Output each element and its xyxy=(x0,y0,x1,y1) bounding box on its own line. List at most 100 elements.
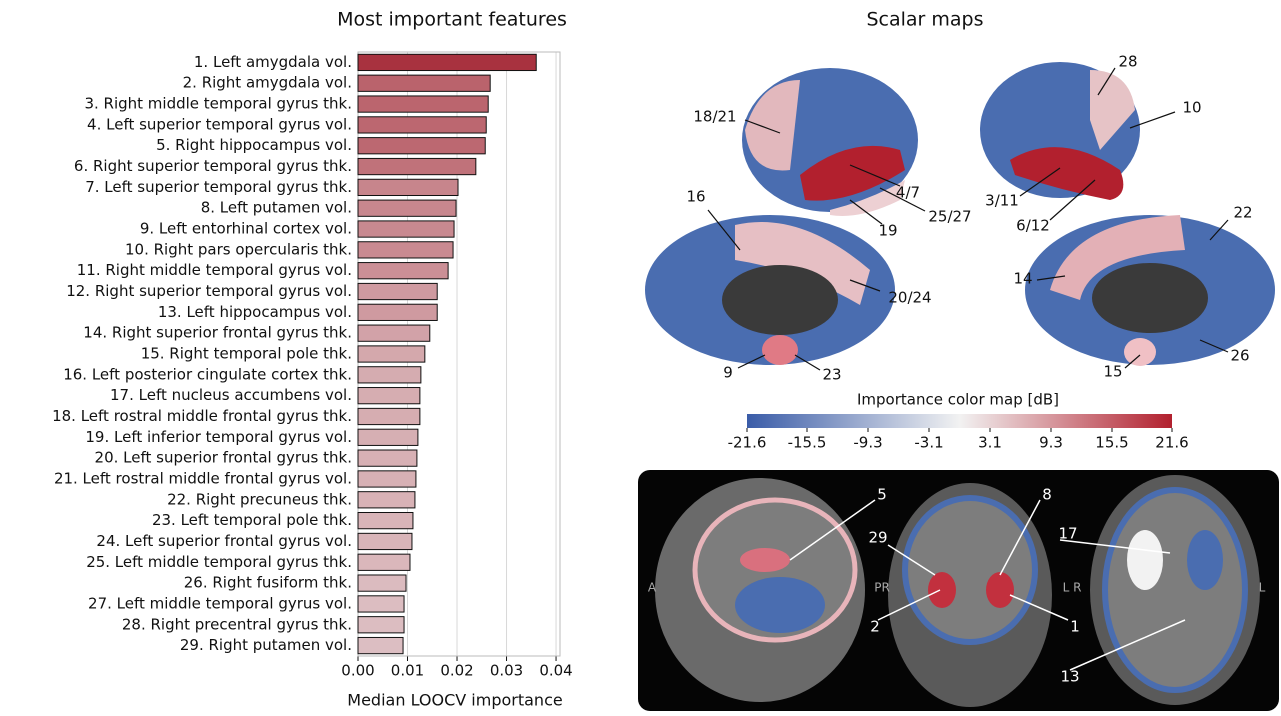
bar xyxy=(357,616,405,634)
x-tick-label: 0.04 xyxy=(539,662,572,680)
y-tick-label: 20. Left superior frontal gyrus thk. xyxy=(95,449,352,467)
region-label: 19 xyxy=(878,222,897,240)
brain-renderings xyxy=(645,62,1275,366)
y-tick-label: 5. Right hippocampus vol. xyxy=(156,136,352,154)
colorbar-tick-label: -9.3 xyxy=(853,434,882,452)
colorbar-ticks: -21.6 -15.5 -9.3 -3.1 3.1 9.3 15.5 21.6 xyxy=(728,428,1189,452)
colorbar-tick-label: -21.6 xyxy=(728,434,767,452)
mri-label: 5 xyxy=(877,486,887,504)
y-tick-label: 3. Right middle temporal gyrus thk. xyxy=(84,95,352,113)
panel-title: Scalar maps xyxy=(866,9,983,31)
region-label: 18/21 xyxy=(693,108,736,126)
y-tick-label: 1. Left amygdala vol. xyxy=(194,53,352,71)
region-label: 20/24 xyxy=(888,289,931,307)
y-tick-label: 15. Right temporal pole thk. xyxy=(141,345,352,363)
brain-labels: 28 10 18/21 4/7 25/27 3/11 19 6/12 16 22 14 20/24 9 2… xyxy=(686,53,1252,384)
y-tick-label: 11. Right middle temporal gyrus vol. xyxy=(77,261,352,279)
bar xyxy=(357,95,489,113)
y-tick-label: 2. Right amygdala vol. xyxy=(183,74,352,92)
orientation-letter: L xyxy=(1259,581,1266,595)
x-tick-label: 0.03 xyxy=(490,662,523,680)
y-tick-label: 22. Right precuneus thk. xyxy=(167,490,352,508)
bar xyxy=(357,324,431,342)
orientation-letter: A xyxy=(648,581,657,595)
orientation-letter: PR xyxy=(874,581,890,595)
x-tick-label: 0.01 xyxy=(391,662,424,680)
y-tick-label: 17. Left nucleus accumbens vol. xyxy=(110,386,352,404)
x-tick-label: 0.02 xyxy=(440,662,473,680)
y-tick-label: 13. Left hippocampus vol. xyxy=(158,303,352,321)
colorbar-tick-label: 15.5 xyxy=(1095,434,1128,452)
y-tick-label: 7. Left superior temporal gyrus thk. xyxy=(85,178,352,196)
colorbar-label: Importance color map [dB] xyxy=(857,391,1059,409)
chart-title: Most important features xyxy=(337,9,567,31)
leader-lines xyxy=(707,67,1229,371)
y-tick-label: 27. Left middle temporal gyrus vol. xyxy=(88,594,352,612)
mri-label: 13 xyxy=(1060,668,1079,686)
bar xyxy=(357,491,416,509)
region-label: 14 xyxy=(1013,270,1032,288)
x-axis-label: Median LOOCV importance xyxy=(347,691,562,710)
bar xyxy=(357,595,405,613)
mri-label: 29 xyxy=(868,529,887,547)
bar xyxy=(357,199,457,217)
y-tick-label: 14. Right superior frontal gyrus thk. xyxy=(83,324,352,342)
bar xyxy=(357,262,449,280)
bar-chart: 0.00 0.01 0.02 0.03 0.04 1. Left amygdala vol… xyxy=(52,51,573,680)
bar xyxy=(357,345,426,363)
y-tick-label: 25. Left middle temporal gyrus thk. xyxy=(86,553,352,571)
bar xyxy=(357,241,454,259)
y-tick-label: 28. Right precentral gyrus thk. xyxy=(122,615,352,633)
colorbar-tick-label: 3.1 xyxy=(978,434,1002,452)
region-label: 6/12 xyxy=(1016,217,1050,235)
y-tick-label: 9. Left entorhinal cortex vol. xyxy=(140,220,352,238)
bar xyxy=(357,137,486,155)
region-label: 22 xyxy=(1233,204,1252,222)
bar xyxy=(357,282,438,301)
bar xyxy=(357,74,491,92)
y-tick-label: 12. Right superior temporal gyrus vol. xyxy=(66,282,352,300)
colorbar-tick-label: 9.3 xyxy=(1039,434,1063,452)
y-tick-label: 23. Left temporal pole thk. xyxy=(152,511,352,529)
y-tick-label: 8. Left putamen vol. xyxy=(201,199,352,217)
region-label: 10 xyxy=(1182,99,1201,117)
region-label: 26 xyxy=(1230,347,1249,365)
y-tick-label: 18. Left rostral middle frontal gyrus th… xyxy=(52,407,352,425)
y-tick-label: 4. Left superior temporal gyrus vol. xyxy=(87,115,352,133)
region-label: 15 xyxy=(1103,363,1122,381)
region-label: 28 xyxy=(1118,53,1137,71)
bar xyxy=(357,366,422,384)
orientation-letter: L R xyxy=(1063,581,1082,595)
y-tick-label: 10. Right pars opercularis thk. xyxy=(125,240,352,258)
y-tick-label: 24. Left superior frontal gyrus vol. xyxy=(96,532,352,550)
y-tick-label: 19. Left inferior temporal gyrus vol. xyxy=(85,428,352,446)
bar xyxy=(357,553,411,571)
mri-label: 17 xyxy=(1058,525,1077,543)
bar xyxy=(357,387,421,405)
bar xyxy=(357,157,477,176)
bar xyxy=(357,53,537,72)
colorbar xyxy=(747,414,1172,428)
mri-leader-lines xyxy=(789,499,1186,671)
region-label: 25/27 xyxy=(928,208,971,226)
bar xyxy=(357,178,459,197)
bar xyxy=(357,449,418,467)
bar xyxy=(357,636,404,655)
y-tick-label: 16. Left posterior cingulate cortex thk. xyxy=(63,365,352,383)
mri-label: 1 xyxy=(1070,618,1080,636)
y-tick-label: 26. Right fusiform thk. xyxy=(184,574,352,592)
mri-labels: 5 8 29 17 2 1 13 A PR L R L xyxy=(648,486,1266,686)
mri-panel xyxy=(638,470,1279,711)
region-label: 23 xyxy=(822,366,841,384)
bar xyxy=(357,511,414,530)
colorbar-tick-label: -15.5 xyxy=(788,434,827,452)
bar xyxy=(357,407,421,426)
region-label: 3/11 xyxy=(985,192,1019,210)
bar xyxy=(357,303,438,321)
mri-label: 8 xyxy=(1042,486,1052,504)
region-label: 4/7 xyxy=(896,184,920,202)
bar xyxy=(357,470,417,488)
bar xyxy=(357,574,407,592)
bar xyxy=(357,116,487,134)
